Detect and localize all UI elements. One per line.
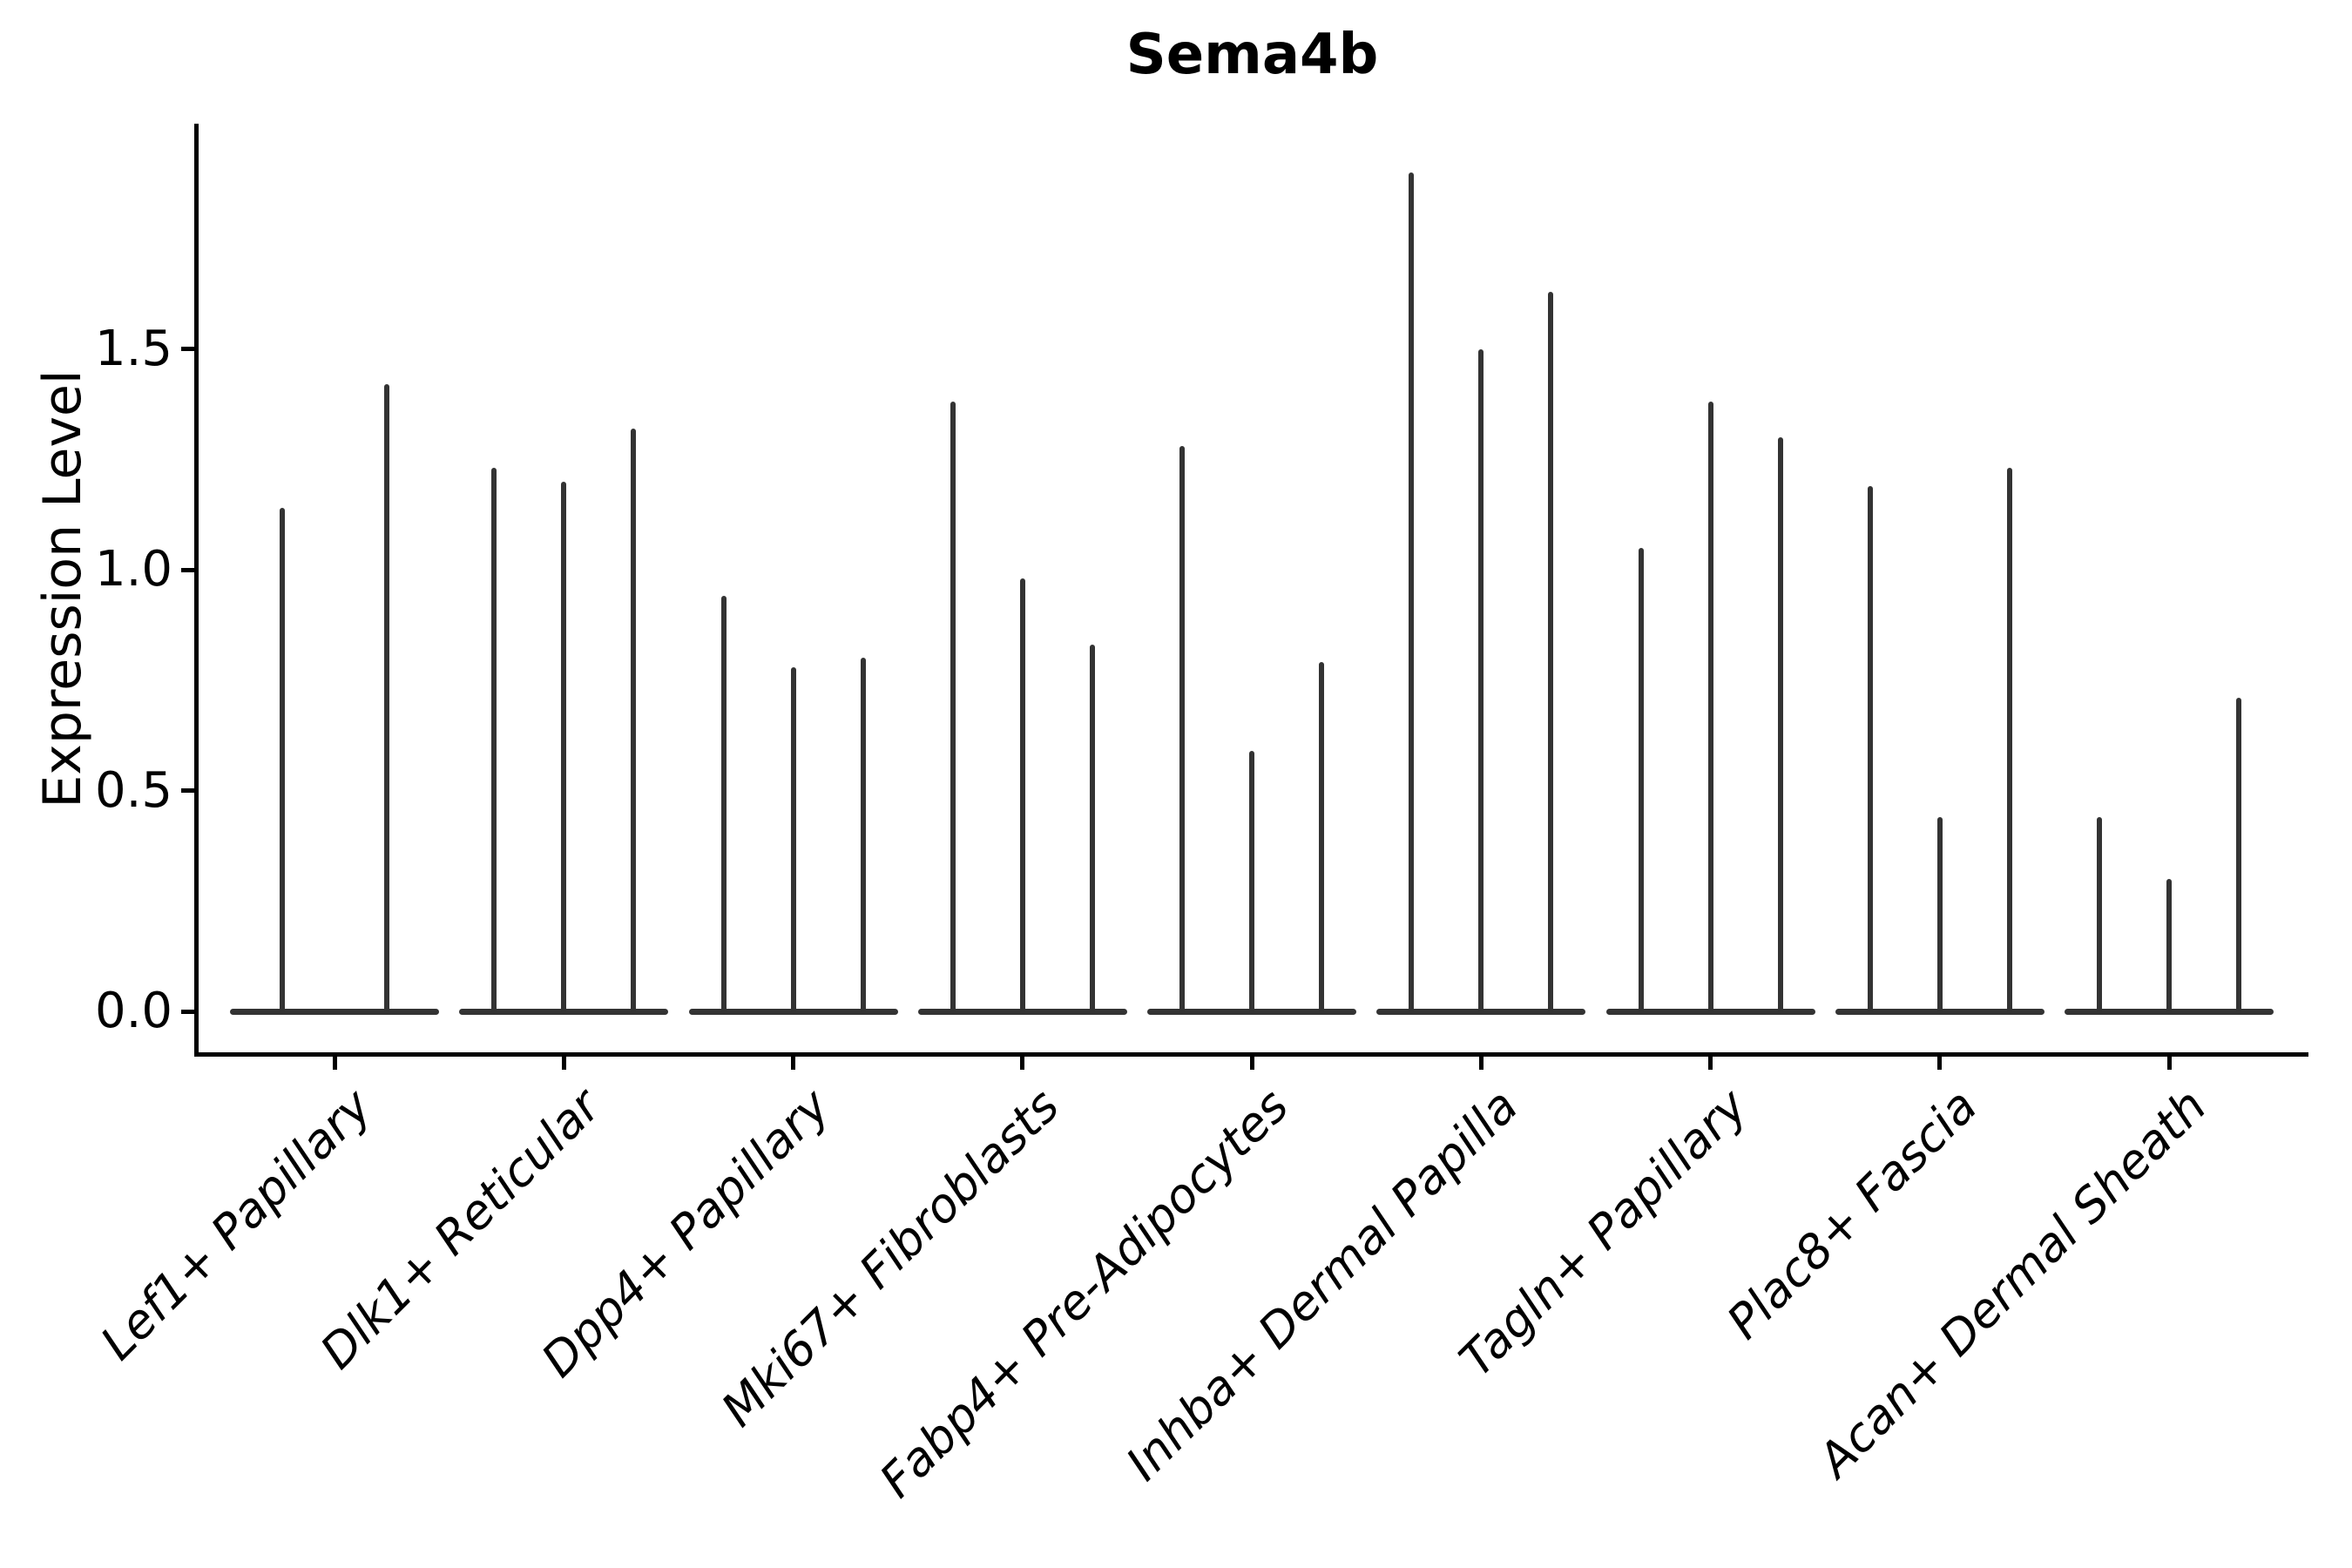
violin-spike	[1548, 291, 1554, 1014]
x-tick	[1937, 1056, 1943, 1070]
violin-baseline	[230, 1008, 439, 1015]
x-tick	[791, 1056, 795, 1070]
x-tick-label: Acan+ Dermal Sheath	[1807, 1078, 2217, 1488]
violin-spike	[1638, 547, 1644, 1014]
violin-spike	[280, 508, 285, 1014]
violin-spike	[1936, 816, 1943, 1014]
violin-spike	[860, 658, 866, 1014]
y-tick	[180, 1009, 194, 1014]
plot-title: Sema4b	[1125, 23, 1379, 87]
x-tick	[1478, 1056, 1484, 1070]
violin-spike	[1409, 172, 1415, 1014]
y-tick	[180, 347, 194, 351]
x-tick	[561, 1056, 566, 1070]
x-tick	[1020, 1056, 1025, 1070]
violin-spike	[1867, 485, 1873, 1014]
violin-spike	[384, 384, 389, 1014]
x-tick	[1708, 1056, 1713, 1070]
violin-spike	[1019, 578, 1025, 1014]
violin-spike	[1707, 402, 1713, 1014]
y-axis-spine	[193, 124, 199, 1057]
violin-spike	[631, 428, 637, 1014]
violin-spike	[1179, 446, 1185, 1014]
violin-spike	[1319, 662, 1324, 1014]
y-tick	[180, 567, 194, 572]
x-tick	[332, 1056, 337, 1070]
x-tick	[1249, 1056, 1254, 1070]
x-axis-spine	[193, 1051, 2308, 1057]
violin-spike	[1089, 645, 1095, 1014]
y-tick-label: 1.0	[94, 541, 172, 598]
violin-spike	[2236, 698, 2241, 1014]
violin-spike	[950, 402, 956, 1014]
violin-spike	[720, 596, 727, 1014]
y-tick	[180, 788, 194, 793]
x-tick-label: Plac8+ Fascia	[1715, 1078, 1988, 1350]
x-tick	[2166, 1056, 2172, 1070]
violin-spike	[491, 468, 497, 1014]
x-tick-label: Inhba+ Dermal Papilla	[1115, 1078, 1529, 1491]
violin-spike	[790, 666, 796, 1014]
violin-spike	[1478, 348, 1484, 1014]
violin-spike	[2166, 878, 2172, 1014]
violin-spike	[2006, 468, 2012, 1014]
violin-spike	[2097, 816, 2102, 1014]
x-tick-label: Fabp4+ Pre-Adipocytes	[869, 1078, 1300, 1509]
y-tick-label: 1.5	[94, 320, 172, 377]
y-tick-label: 0.5	[94, 761, 172, 819]
y-tick-label: 0.0	[94, 983, 172, 1039]
violin-spike	[1249, 750, 1254, 1014]
violin-spike	[1777, 436, 1783, 1014]
violin-spike	[561, 481, 567, 1014]
